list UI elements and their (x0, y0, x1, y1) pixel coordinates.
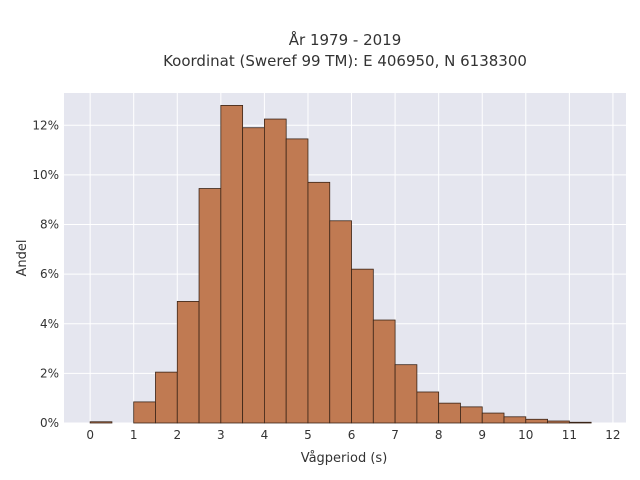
histogram-bar (547, 420, 570, 424)
histogram-bar (438, 402, 461, 424)
y-axis-ticks: 0% 2% 4% 6% 8% 10% 12% (32, 118, 59, 430)
histogram-bar (372, 319, 396, 424)
y-tick-label: 8% (40, 218, 59, 232)
histogram-bar (133, 401, 156, 424)
bars (89, 105, 592, 424)
x-tick-label: 8 (435, 428, 443, 442)
x-axis-ticks: 0 1 2 3 4 5 6 7 8 9 10 11 12 (86, 428, 620, 442)
y-axis-label: Andel (15, 240, 30, 277)
histogram-bar (525, 418, 548, 424)
histogram-bar (568, 421, 592, 424)
histogram-bar (481, 412, 505, 424)
histogram-bar (307, 181, 331, 424)
y-tick-label: 6% (40, 267, 59, 281)
x-tick-label: 4 (261, 428, 269, 442)
x-tick-label: 12 (605, 428, 620, 442)
histogram-bar (264, 118, 287, 424)
histogram-bar (155, 371, 178, 424)
histogram-bar (460, 406, 483, 424)
y-tick-label: 4% (40, 317, 59, 331)
histogram-bar (329, 220, 352, 424)
chart-title: År 1979 - 2019 (289, 30, 402, 49)
x-tick-label: 5 (304, 428, 312, 442)
x-tick-label: 1 (130, 428, 138, 442)
x-tick-label: 3 (217, 428, 225, 442)
x-tick-label: 11 (562, 428, 577, 442)
histogram-bar (176, 301, 200, 424)
x-tick-label: 7 (391, 428, 399, 442)
x-tick-label: 0 (86, 428, 94, 442)
histogram-bar (198, 188, 222, 424)
histogram-bar (220, 105, 244, 424)
y-tick-label: 10% (32, 168, 59, 182)
histogram-bar (394, 364, 418, 424)
histogram-bar (351, 268, 374, 424)
histogram-bar (416, 391, 440, 424)
histogram-bar (89, 421, 113, 424)
x-tick-label: 10 (518, 428, 533, 442)
chart-subtitle: Koordinat (Sweref 99 TM): E 406950, N 61… (163, 52, 527, 70)
x-tick-label: 6 (348, 428, 356, 442)
y-tick-label: 12% (32, 118, 59, 132)
histogram-bar (503, 416, 527, 424)
histogram-bar (242, 127, 265, 424)
histogram-bar (285, 138, 309, 424)
x-tick-label: 2 (173, 428, 181, 442)
y-tick-label: 0% (40, 416, 59, 430)
x-axis-label: Vågperiod (s) (301, 451, 388, 466)
y-tick-label: 2% (40, 366, 59, 380)
x-tick-label: 9 (478, 428, 486, 442)
